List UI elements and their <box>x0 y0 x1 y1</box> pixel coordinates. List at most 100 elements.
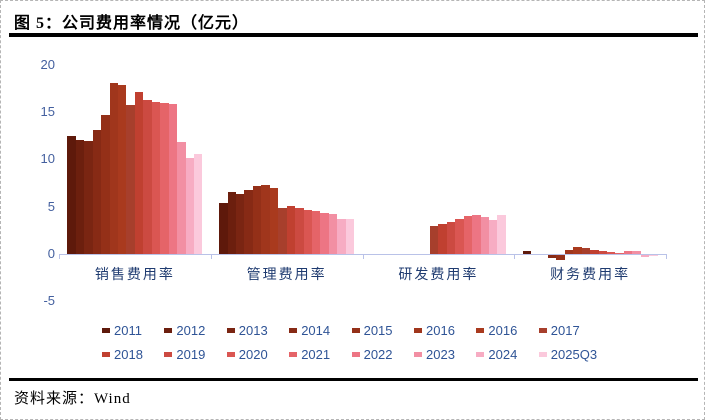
bar-2016-cat1 <box>118 84 127 254</box>
legend-label: 2017 <box>550 322 580 338</box>
legend-swatch <box>102 351 110 357</box>
legend-swatch <box>476 351 485 357</box>
title-divider-rule <box>9 33 698 37</box>
legend-label: 2011 <box>114 322 142 338</box>
bar-2018-cat1 <box>134 92 144 254</box>
legend-swatch <box>226 327 235 333</box>
bar-2020-cat2 <box>303 210 312 254</box>
legend-label: 2013 <box>238 322 268 338</box>
bar-2022-cat1 <box>168 103 178 254</box>
legend-swatch <box>102 327 110 333</box>
bar-2018-cat2 <box>286 205 296 254</box>
bar-2013-cat1 <box>84 140 93 254</box>
legend-item: 2013 <box>226 321 268 339</box>
x-axis-tick <box>59 253 60 259</box>
expense-ratio-bar-chart: 20 15 10 5 0 -5 销售费用率 管理费用率 研发费用率 财务费用率 <box>1 41 704 316</box>
bar-2016-cat4 <box>564 249 574 254</box>
y-tick-label: 5 <box>47 198 55 214</box>
bar-2012-cat1 <box>75 139 85 254</box>
legend-swatch <box>351 351 360 357</box>
bar-2018-cat4 <box>590 249 599 254</box>
bar-2015-cat2 <box>252 185 262 254</box>
bar-2011-cat1 <box>67 135 76 254</box>
legend-label: 2020 <box>238 346 268 362</box>
bar-2016-cat2 <box>269 187 279 254</box>
legend-item: 2020 <box>226 345 268 363</box>
legend-swatch <box>164 327 173 333</box>
bar-2025Q3-cat3 <box>497 215 506 254</box>
bar-2022-cat4 <box>623 251 633 254</box>
legend-label: 2015 <box>363 322 393 338</box>
source-line: 资料来源：Wind <box>14 391 131 407</box>
x-axis-tick <box>666 253 667 259</box>
x-axis-tick <box>514 253 516 259</box>
bar-2016-cat1 <box>109 82 118 254</box>
bar-2021-cat1 <box>160 102 169 254</box>
y-tick-label: -5 <box>43 293 55 308</box>
y-tick-label: 20 <box>40 57 55 72</box>
legend-label: 2016 <box>426 322 455 338</box>
bar-2019-cat3 <box>446 222 456 254</box>
bar-2025Q3-cat1 <box>193 153 203 254</box>
legend-item: 2025Q3 <box>538 345 598 363</box>
bar-2023-cat3 <box>480 216 489 254</box>
bar-2014-cat2 <box>244 189 253 254</box>
legend-item: 2019 <box>164 345 205 363</box>
legend-label: 2018 <box>114 346 143 362</box>
legend-swatch <box>351 327 360 333</box>
category-label: 销售费用率 <box>94 267 175 283</box>
bar-2014-cat1 <box>92 130 102 254</box>
legend-item: 2016 <box>476 321 517 339</box>
legend-label: 2019 <box>176 346 206 362</box>
bar-2017-cat2 <box>278 208 287 254</box>
chart-legend: 2011 2012 2013 2014 2015 2016 2016 2017 2018 2019… <box>1 319 704 371</box>
legend-item: 2016 <box>414 321 455 339</box>
bar-2024-cat4 <box>640 254 650 258</box>
bar-2018-cat3 <box>438 223 447 254</box>
bar-2023-cat2 <box>328 214 338 254</box>
bar-2022-cat3 <box>472 215 481 254</box>
legend-swatch <box>289 351 298 357</box>
bar-2012-cat2 <box>227 192 236 254</box>
category-label: 财务费用率 <box>550 267 631 283</box>
bar-2017-cat3 <box>429 226 439 254</box>
bar-2014-cat4 <box>547 254 557 259</box>
bar-2015-cat4 <box>556 254 565 261</box>
legend-swatch <box>476 327 485 333</box>
legend-item: 2023 <box>414 345 455 363</box>
x-axis-tick <box>362 253 364 259</box>
legend-label: 2014 <box>301 322 331 338</box>
bar-2020-cat4 <box>607 252 616 254</box>
bar-2021-cat3 <box>463 216 473 254</box>
bar-2011-cat2 <box>219 202 228 254</box>
bar-2016-cat2 <box>261 184 270 254</box>
legend-swatch <box>414 351 422 357</box>
legend-item: 2017 <box>538 321 580 339</box>
bar-2023-cat1 <box>177 142 186 254</box>
legend-item: 2024 <box>476 345 517 363</box>
bar-2024-cat1 <box>185 158 194 254</box>
legend-swatch <box>414 327 422 333</box>
legend-item: 2014 <box>289 321 330 339</box>
bar-2019-cat2 <box>295 208 304 254</box>
legend-label: 2021 <box>301 346 331 362</box>
figure-title: 图 5：公司费用率情况（亿元） <box>14 15 250 32</box>
source-divider-rule <box>9 378 698 381</box>
bar-2019-cat1 <box>143 99 152 254</box>
bar-2011-cat4 <box>522 251 532 254</box>
legend-item: 2012 <box>164 321 205 339</box>
legend-swatch <box>164 351 173 357</box>
bar-2019-cat4 <box>598 251 607 254</box>
legend-item: 2011 <box>102 321 142 339</box>
x-axis-tick <box>210 253 212 259</box>
bar-2017-cat4 <box>581 247 591 254</box>
category-label: 管理费用率 <box>246 267 327 283</box>
legend-label: 2023 <box>426 346 455 362</box>
bar-2015-cat1 <box>101 115 110 254</box>
bar-2024-cat2 <box>337 218 346 254</box>
legend-label: 2016 <box>488 322 518 338</box>
bar-2020-cat3 <box>455 218 464 254</box>
legend-label: 2025Q3 <box>550 346 598 362</box>
legend-item: 2018 <box>102 345 143 363</box>
